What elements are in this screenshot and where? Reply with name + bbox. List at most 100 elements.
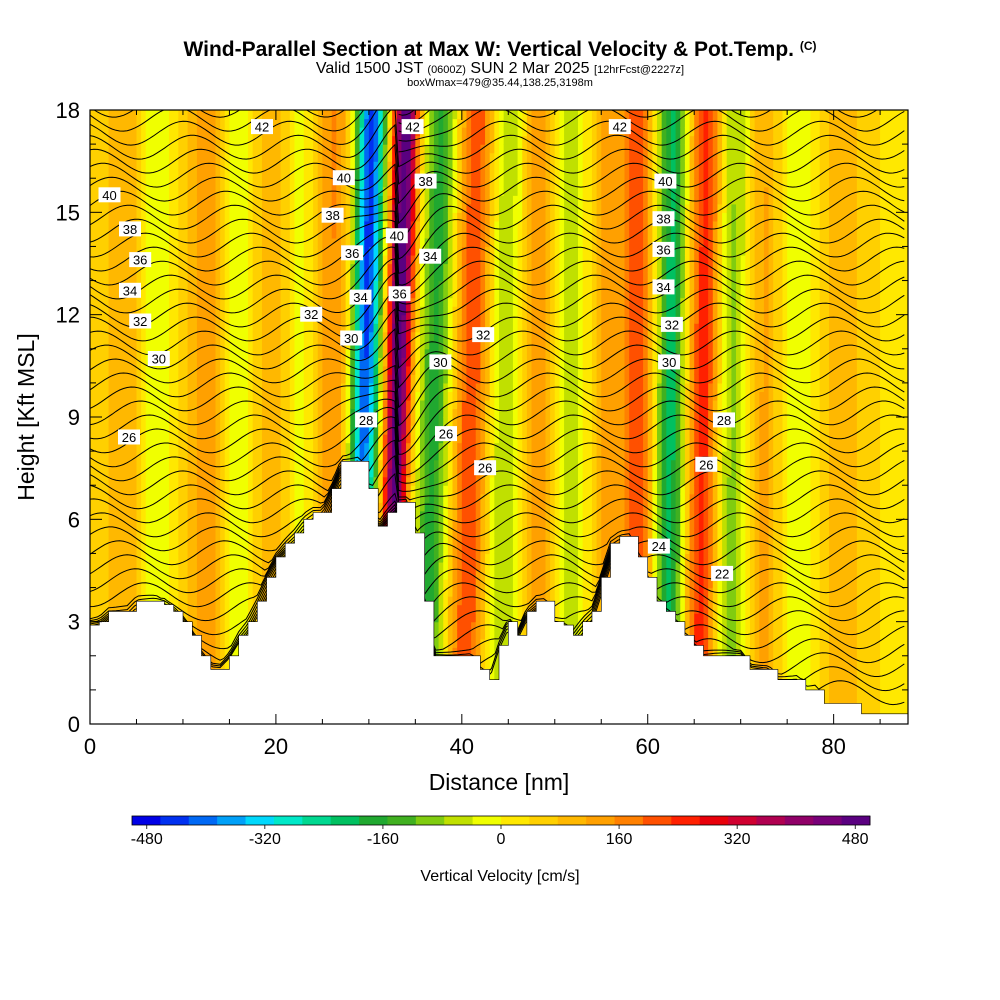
w-cell <box>108 135 114 145</box>
w-cell <box>354 237 361 248</box>
w-cell <box>243 212 249 222</box>
w-cell <box>285 331 291 341</box>
w-cell <box>271 280 277 290</box>
w-cell <box>229 399 235 410</box>
w-cell <box>261 536 268 546</box>
w-cell <box>159 280 165 290</box>
w-cell <box>322 237 328 248</box>
w-cell <box>238 178 244 188</box>
w-cell <box>257 195 263 205</box>
w-cell <box>108 451 114 461</box>
w-cell <box>354 110 361 120</box>
w-cell <box>373 348 379 358</box>
w-cell <box>229 135 235 145</box>
w-cell <box>210 110 217 120</box>
w-cell <box>294 476 300 486</box>
w-cell <box>378 485 384 495</box>
w-cell <box>257 144 263 154</box>
w-cell <box>220 664 226 674</box>
w-cell <box>299 152 305 162</box>
w-cell <box>117 570 124 580</box>
w-cell <box>145 451 152 461</box>
w-cell <box>127 579 133 589</box>
w-cell <box>271 510 277 520</box>
w-cell <box>294 425 300 435</box>
w-cell <box>322 152 328 162</box>
w-cell <box>331 118 337 128</box>
w-cell <box>229 272 235 282</box>
w-cell <box>294 195 300 205</box>
w-cell <box>373 451 379 461</box>
w-cell <box>90 553 96 563</box>
w-cell <box>141 169 147 179</box>
w-cell <box>238 570 244 580</box>
w-cell <box>173 553 179 563</box>
w-cell <box>345 237 351 248</box>
w-cell <box>108 374 114 384</box>
w-cell <box>192 246 198 256</box>
w-cell <box>103 323 110 333</box>
w-cell <box>248 195 254 205</box>
w-cell <box>252 306 258 316</box>
w-cell <box>113 331 119 341</box>
w-cell <box>313 391 319 401</box>
w-cell <box>150 110 156 120</box>
w-cell <box>368 272 375 282</box>
w-cell <box>141 391 147 401</box>
w-cell <box>136 161 142 171</box>
w-cell <box>150 314 156 324</box>
w-cell <box>373 246 379 256</box>
w-cell <box>392 374 398 384</box>
w-cell <box>187 374 193 384</box>
w-cell <box>289 178 296 188</box>
w-cell <box>173 544 179 555</box>
w-cell <box>103 434 110 444</box>
w-cell <box>108 357 114 367</box>
w-cell <box>201 408 207 418</box>
w-cell <box>248 468 254 478</box>
w-cell <box>406 161 412 171</box>
w-cell <box>238 544 244 555</box>
w-cell <box>382 152 389 162</box>
w-cell <box>94 391 100 401</box>
w-cell <box>317 323 323 333</box>
w-cell <box>220 510 226 520</box>
w-cell <box>275 220 282 230</box>
w-cell <box>280 178 286 188</box>
w-cell <box>252 323 258 333</box>
w-cell <box>164 212 170 222</box>
w-cell <box>201 203 207 213</box>
w-cell <box>141 365 147 375</box>
w-cell <box>155 434 161 444</box>
w-cell <box>113 118 119 128</box>
w-cell <box>350 408 356 418</box>
w-cell <box>271 493 277 503</box>
w-cell <box>103 502 110 512</box>
w-cell <box>350 399 356 410</box>
w-cell <box>178 237 184 248</box>
w-cell <box>248 212 254 222</box>
w-cell <box>131 587 138 597</box>
w-cell <box>382 178 389 188</box>
w-cell <box>285 314 291 324</box>
w-cell <box>182 442 189 452</box>
w-cell <box>169 289 175 299</box>
w-cell <box>271 544 277 555</box>
w-cell <box>178 596 184 606</box>
w-cell <box>90 536 96 546</box>
w-cell <box>354 391 361 401</box>
w-cell <box>178 195 184 205</box>
w-cell <box>173 519 179 529</box>
w-cell <box>150 544 156 555</box>
w-cell <box>155 314 161 324</box>
w-cell <box>350 186 356 196</box>
w-cell <box>322 476 328 486</box>
w-cell <box>396 391 402 401</box>
w-cell <box>368 127 375 137</box>
w-cell <box>169 357 175 367</box>
w-cell <box>336 280 342 290</box>
w-cell <box>266 348 272 358</box>
w-cell <box>99 604 105 614</box>
w-cell <box>340 348 347 358</box>
w-cell <box>331 161 337 171</box>
